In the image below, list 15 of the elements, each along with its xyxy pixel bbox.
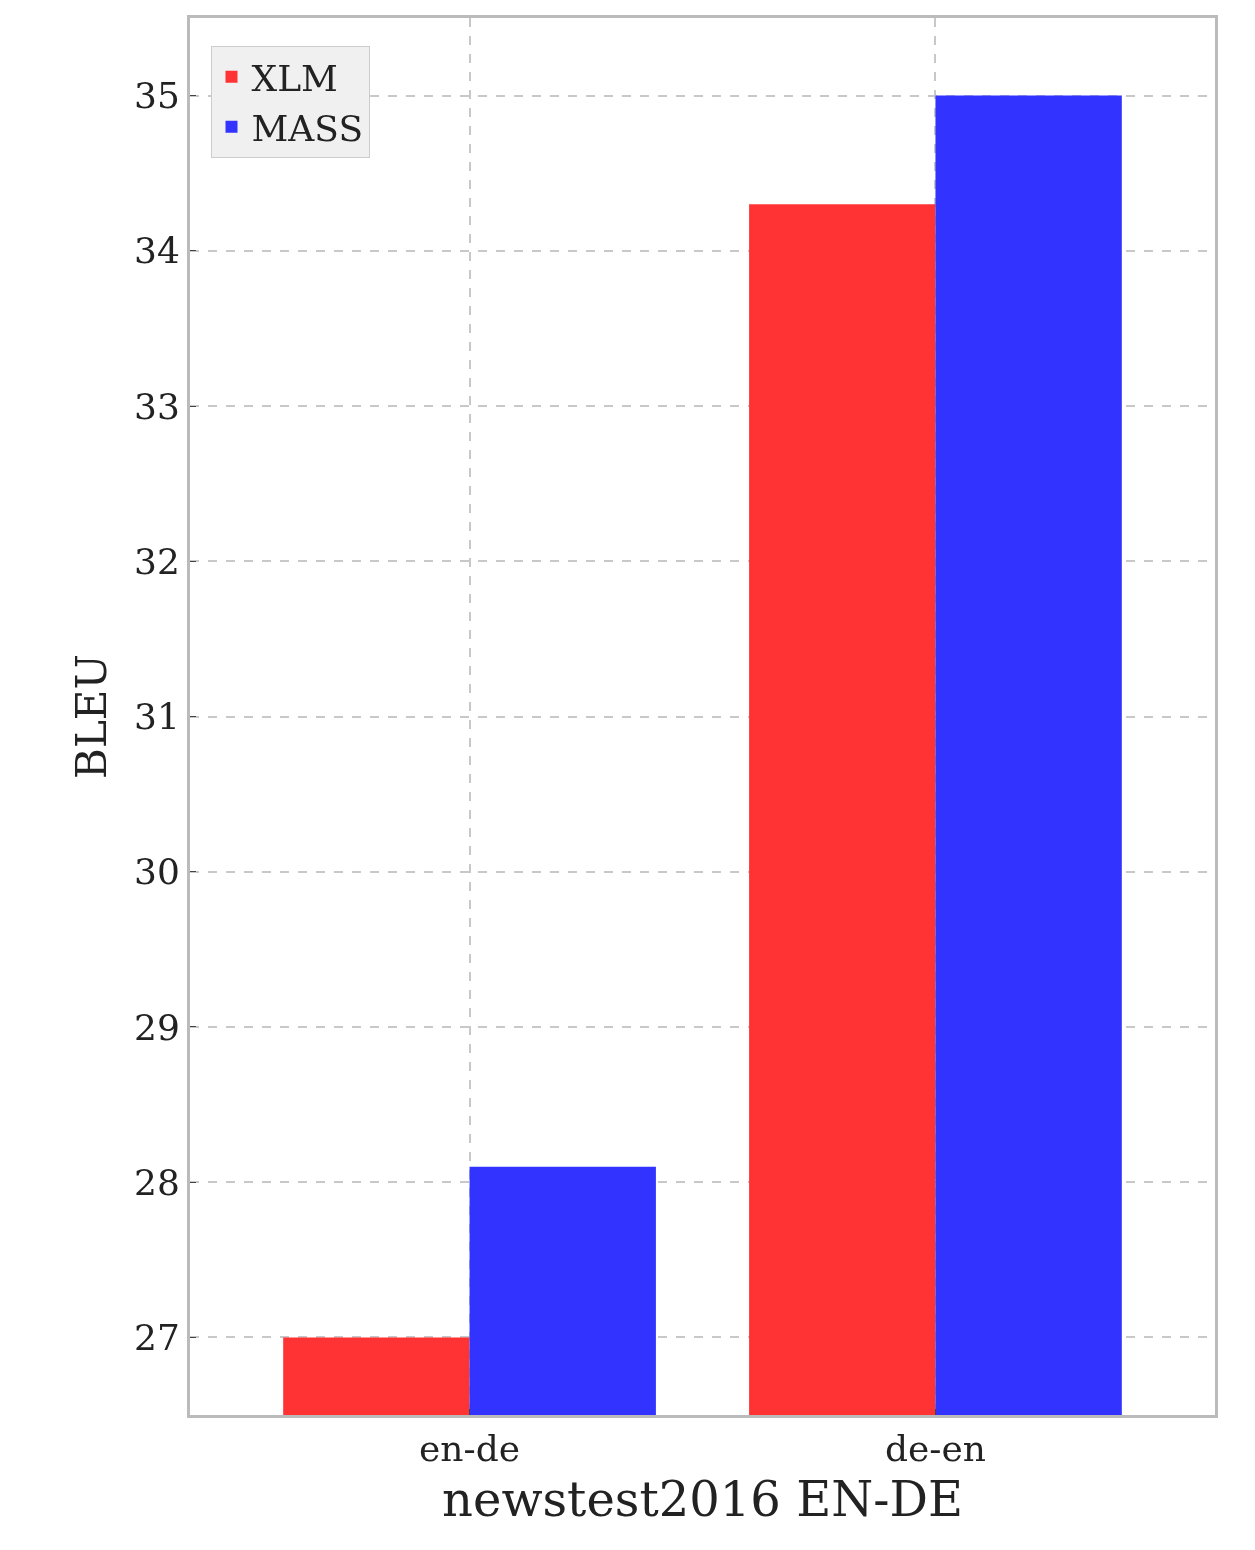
x-axis-title: newstest2016 EN-DE (442, 1471, 963, 1528)
x-tick-label: de-en (884, 1428, 986, 1470)
y-tick-label: 27 (133, 1316, 180, 1358)
x-tick-label: en-de (419, 1428, 521, 1470)
legend-label: MASS (251, 107, 364, 149)
y-tick-label: 28 (133, 1161, 180, 1203)
y-tick-label: 35 (133, 75, 180, 117)
legend-label: XLM (251, 57, 338, 99)
y-tick-label: 30 (133, 851, 180, 893)
y-tick-label: 34 (133, 230, 180, 272)
y-tick-label: 29 (133, 1006, 180, 1048)
y-tick-label: 31 (133, 696, 180, 738)
y-tick-label: 32 (133, 540, 180, 582)
y-tick-label: 33 (133, 385, 180, 427)
y-axis-title: BLEU (66, 654, 116, 779)
